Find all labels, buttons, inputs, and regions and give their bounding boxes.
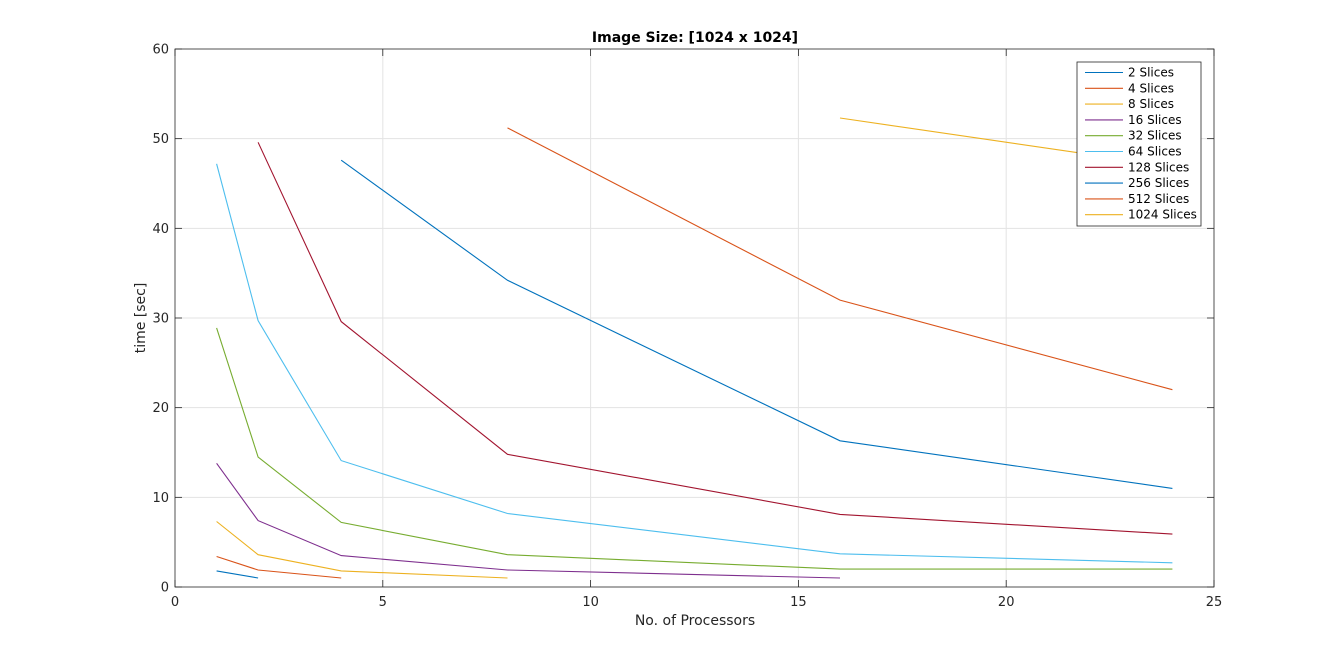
legend-entry: 4 Slices: [1128, 81, 1174, 95]
x-tick-label: 10: [582, 595, 599, 610]
series-line-32-slices: [216, 327, 1173, 570]
y-tick-label: 0: [161, 581, 169, 596]
series-line-8-slices: [216, 521, 508, 579]
chart-title: Image Size: [1024 x 1024]: [592, 30, 798, 46]
series-line-16-slices: [216, 462, 841, 579]
y-axis-label: time [sec]: [133, 283, 149, 354]
axis-ticks: 0 5 10 15 20 25 0 10 20 30 40 50 60: [152, 43, 1222, 611]
y-tick-label: 20: [152, 401, 169, 416]
legend-entry: 64 Slices: [1128, 145, 1182, 159]
x-tick-label: 25: [1206, 595, 1223, 610]
x-tick-label: 15: [790, 595, 807, 610]
x-tick-label: 5: [379, 595, 387, 610]
y-tick-label: 30: [152, 312, 169, 327]
legend-entry: 8 Slices: [1128, 97, 1174, 111]
y-tick-label: 10: [152, 491, 169, 506]
grid-lines: [175, 49, 1214, 587]
legend-entry: 1024 Slices: [1128, 208, 1197, 222]
legend-entry: 512 Slices: [1128, 192, 1189, 206]
legend-entry: 16 Slices: [1128, 113, 1182, 127]
series-line-2-slices: [216, 570, 259, 579]
legend-entry: 32 Slices: [1128, 129, 1182, 143]
legend-entry: 256 Slices: [1128, 176, 1189, 190]
series-line-512-slices: [507, 127, 1173, 391]
x-tick-label: 20: [998, 595, 1015, 610]
y-tick-label: 60: [152, 43, 169, 58]
series-line-256-slices: [340, 159, 1173, 489]
series-line-128-slices: [257, 142, 1173, 535]
series-line-64-slices: [216, 163, 1173, 564]
series-line-4-slices: [216, 555, 342, 579]
y-tick-label: 50: [152, 132, 169, 147]
legend-entry: 128 Slices: [1128, 160, 1189, 174]
legend-entry: 2 Slices: [1128, 66, 1174, 80]
x-tick-label: 0: [171, 595, 179, 610]
y-tick-label: 40: [152, 222, 169, 237]
x-axis-label: No. of Processors: [635, 613, 755, 629]
